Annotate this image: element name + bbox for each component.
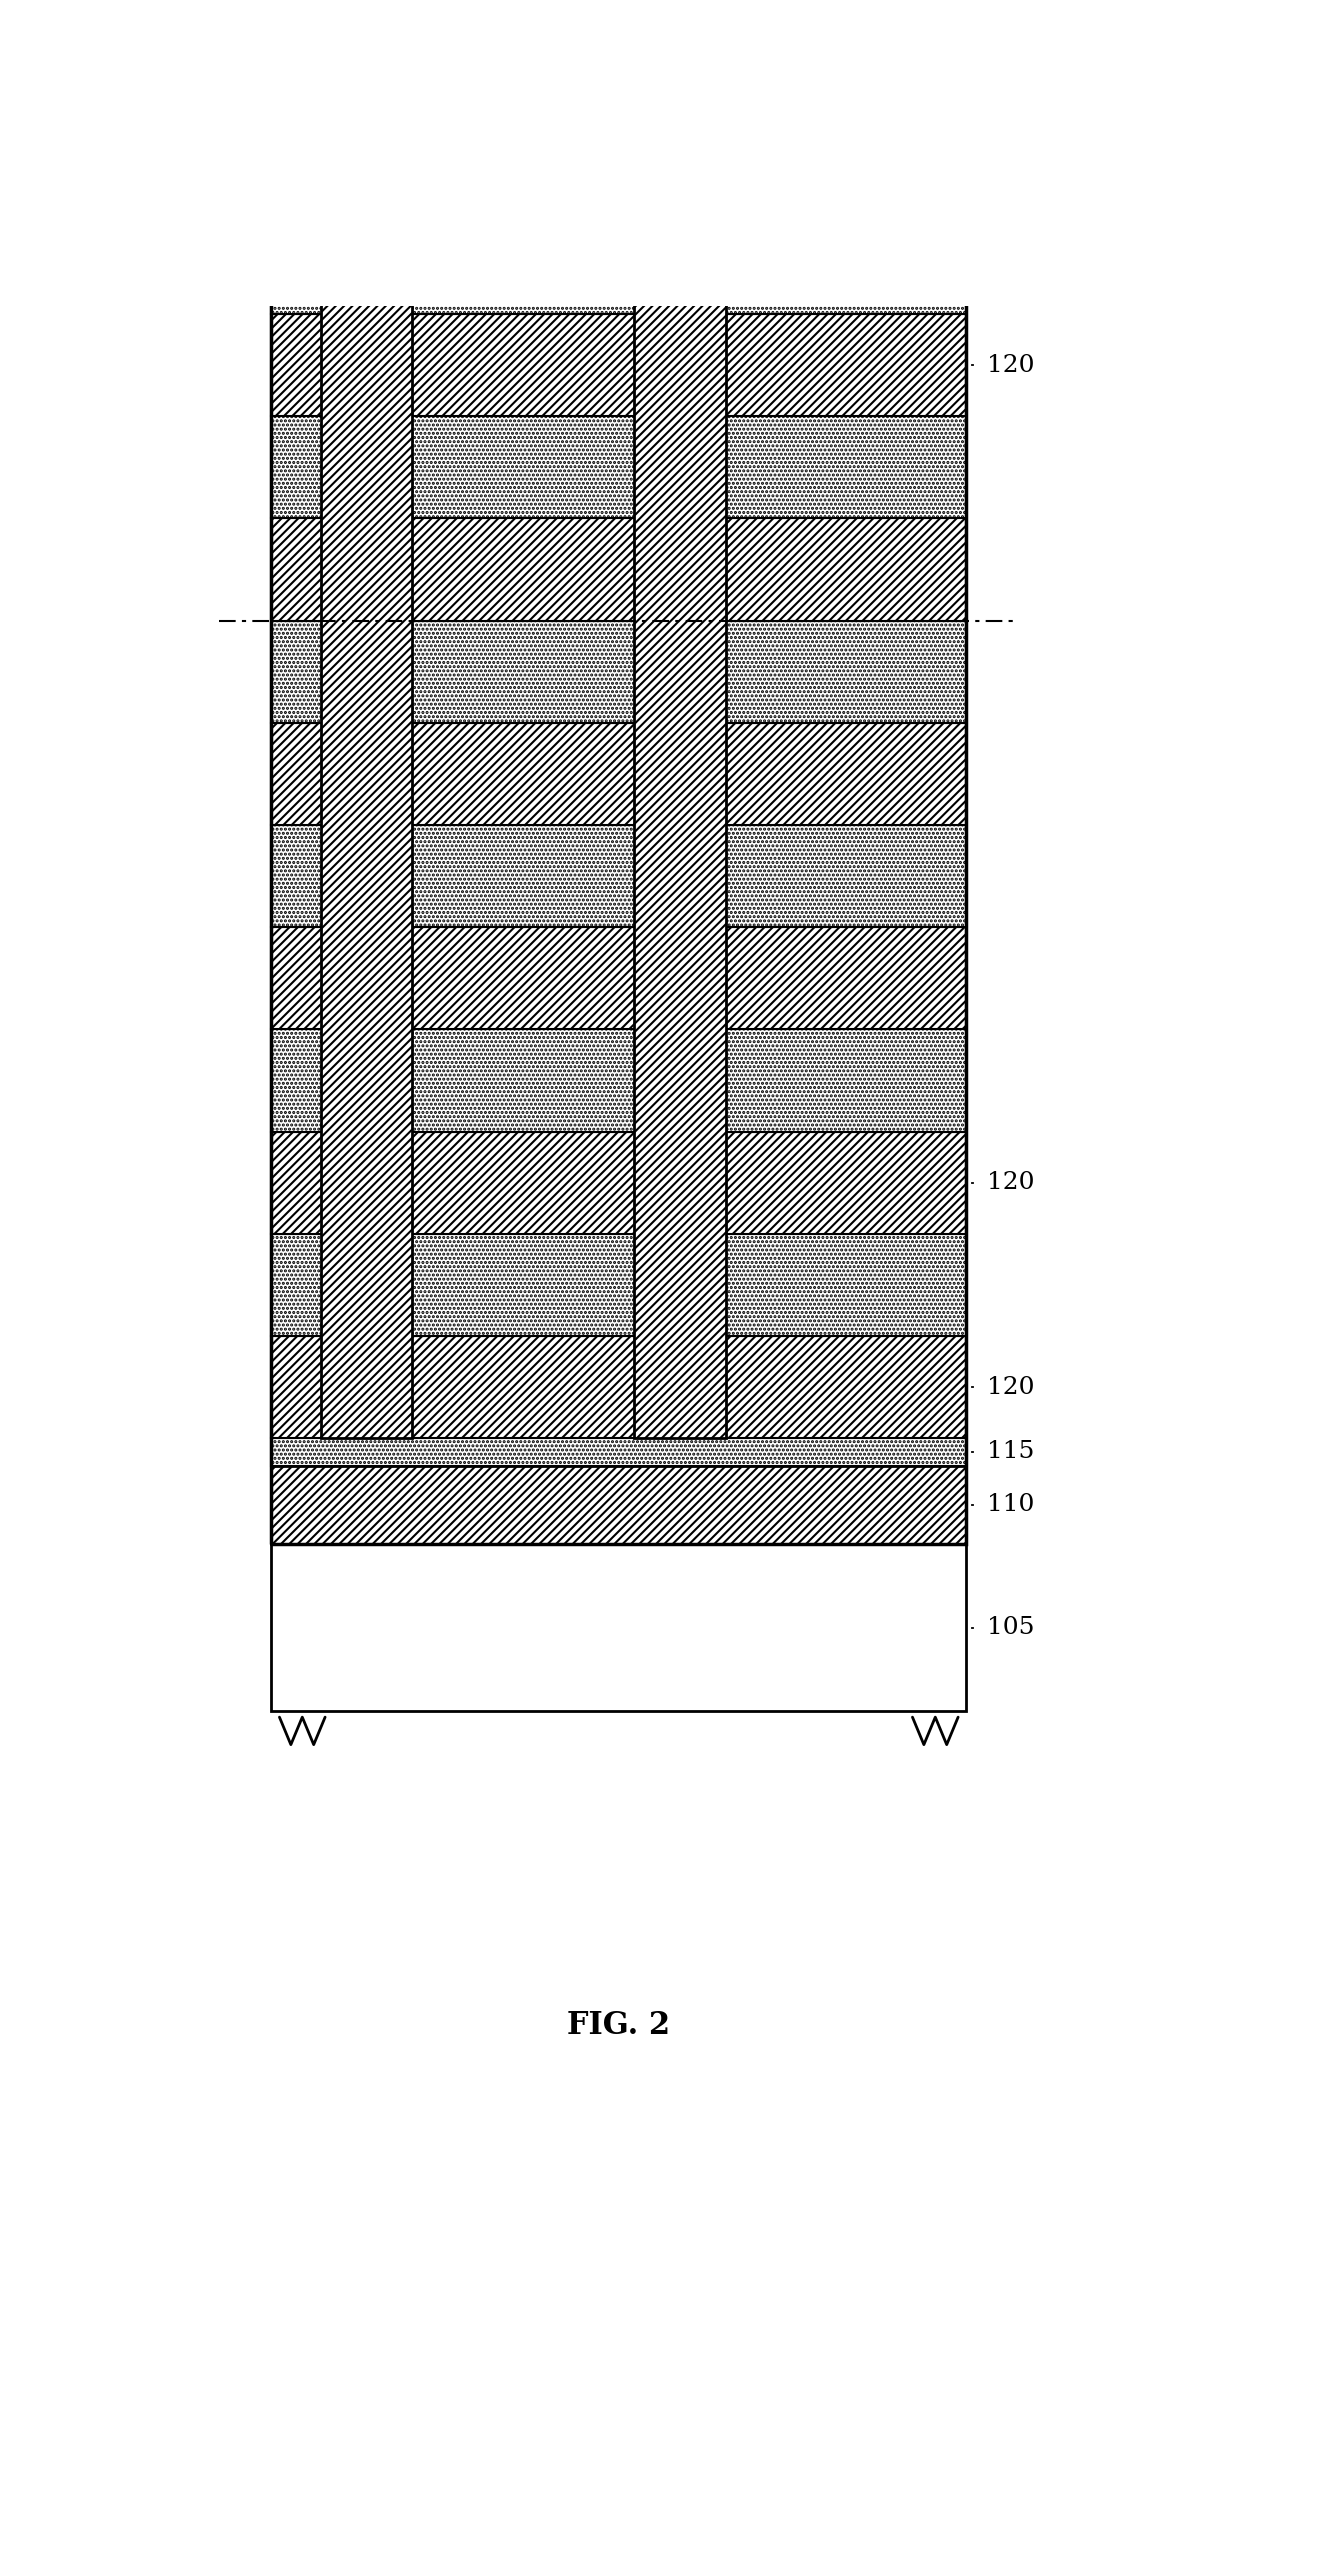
Bar — [272, 1544, 967, 1712]
Bar — [272, 8, 967, 110]
Bar — [272, 1439, 967, 1465]
Bar — [272, 926, 967, 1028]
Bar — [272, 1131, 967, 1233]
Bar — [321, 0, 412, 1439]
Text: 110: 110 — [987, 1493, 1035, 1516]
Bar — [272, 1335, 967, 1439]
Bar — [272, 824, 967, 926]
Text: 120: 120 — [987, 355, 1035, 378]
Bar — [272, 0, 967, 1544]
Text: 120: 120 — [987, 1171, 1035, 1194]
Bar — [272, 1233, 967, 1335]
Bar — [272, 1028, 967, 1131]
Text: FIG. 2: FIG. 2 — [568, 2011, 671, 2042]
Bar — [272, 518, 967, 620]
Bar — [272, 314, 967, 416]
Bar — [272, 0, 967, 8]
Bar — [272, 416, 967, 518]
Text: 120: 120 — [987, 1376, 1035, 1398]
Bar — [272, 110, 967, 212]
Text: 105: 105 — [987, 1615, 1035, 1638]
Bar — [272, 620, 967, 722]
Bar — [272, 1465, 967, 1544]
Bar — [272, 212, 967, 314]
Text: 115: 115 — [987, 1439, 1035, 1462]
Bar — [272, 722, 967, 824]
Bar — [635, 0, 726, 1439]
